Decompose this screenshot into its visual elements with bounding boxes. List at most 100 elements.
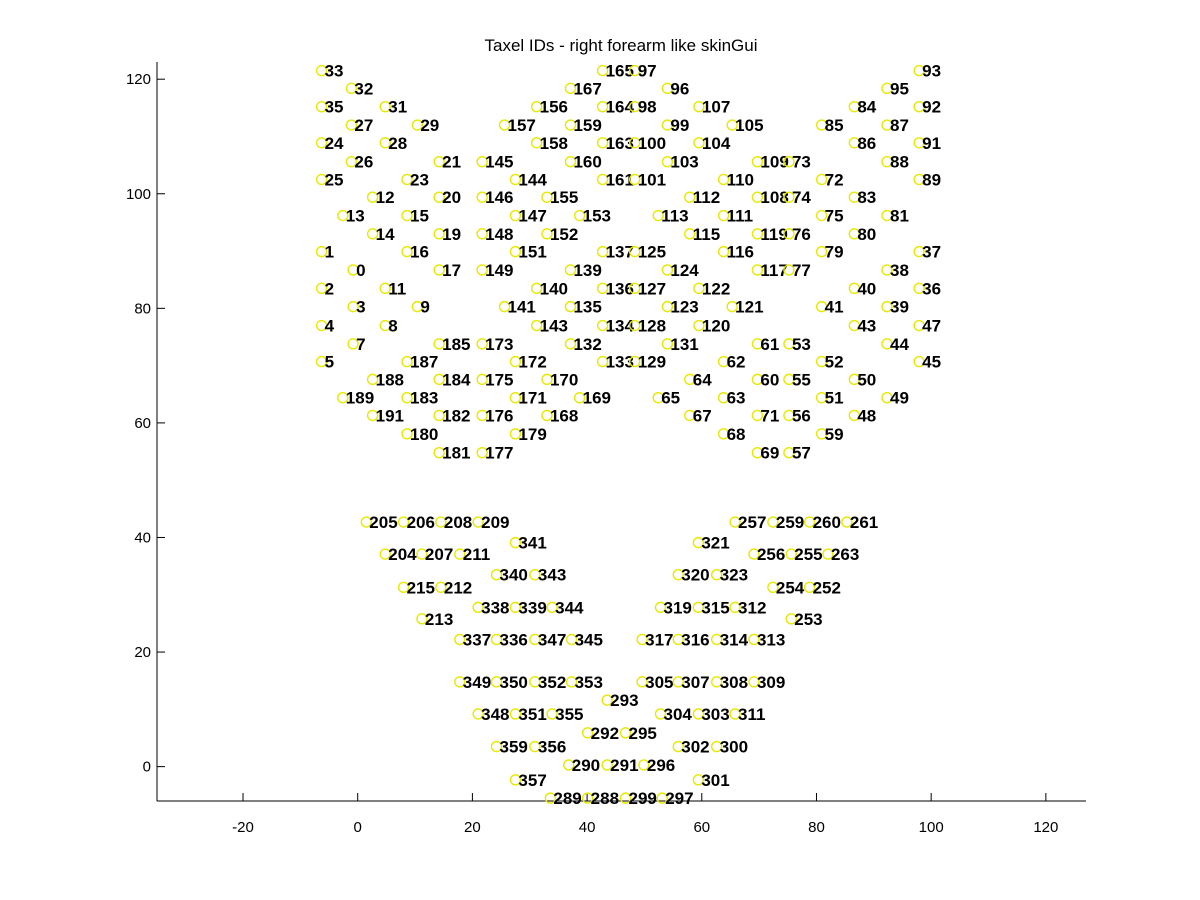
taxel-label: 74 <box>792 188 811 207</box>
taxel-label: 79 <box>825 243 844 262</box>
taxel-label: 62 <box>727 353 746 372</box>
taxel-label: 134 <box>606 317 635 336</box>
taxel-label: 317 <box>645 630 673 649</box>
taxel-label: 68 <box>727 425 746 444</box>
taxel-marker <box>693 282 705 294</box>
taxel-marker <box>345 119 358 131</box>
taxel-label: 92 <box>922 98 941 117</box>
taxel-label: 212 <box>444 578 472 597</box>
taxel-label: 4 <box>325 317 335 336</box>
taxel-label: 187 <box>410 353 438 372</box>
taxel-marker <box>628 64 641 77</box>
taxel-marker <box>628 137 641 149</box>
taxel-label: 312 <box>738 598 766 617</box>
taxel-marker <box>848 282 861 294</box>
taxel-marker <box>509 708 522 720</box>
taxel-label: 158 <box>540 134 568 153</box>
taxel-label: 25 <box>325 170 344 189</box>
taxel-label: 355 <box>555 705 583 724</box>
taxel-label: 61 <box>760 335 779 354</box>
taxel-marker <box>672 740 684 753</box>
taxel-label: 56 <box>792 406 811 425</box>
taxel-label: 76 <box>792 225 811 244</box>
taxel-label: 38 <box>890 261 909 280</box>
taxel-label: 145 <box>485 153 513 172</box>
taxel-label: 0 <box>356 261 365 280</box>
taxel-label: 359 <box>499 738 527 757</box>
taxel-marker <box>717 173 730 186</box>
taxel-marker <box>751 338 764 350</box>
taxel-marker <box>476 191 488 203</box>
taxel-label: 308 <box>720 673 748 692</box>
taxel-marker <box>815 392 828 404</box>
taxel-label: 337 <box>463 630 491 649</box>
taxel-marker <box>498 119 511 131</box>
y-tick-label: 40 <box>134 529 151 546</box>
taxel-marker <box>848 191 861 203</box>
taxel-label: 29 <box>420 116 439 135</box>
taxel-marker <box>509 536 522 549</box>
taxel-marker <box>815 355 828 368</box>
taxel-label: 292 <box>591 724 619 743</box>
taxel-label: 349 <box>463 673 491 692</box>
taxel-marker <box>581 792 594 804</box>
taxel-marker <box>541 191 553 203</box>
taxel-label: 125 <box>638 243 666 262</box>
taxel-label: 83 <box>857 188 876 207</box>
taxel-label: 152 <box>550 225 578 244</box>
taxel-marker <box>401 428 413 440</box>
taxel-label: 171 <box>518 389 546 408</box>
taxel-label: 172 <box>518 353 546 372</box>
taxel-marker <box>366 228 379 240</box>
taxel-marker <box>815 209 828 222</box>
taxel-marker <box>596 282 609 294</box>
taxel-label: 295 <box>629 724 657 743</box>
taxel-label: 307 <box>681 673 709 692</box>
taxel-marker <box>848 409 861 422</box>
taxel-marker <box>546 601 558 614</box>
taxel-marker <box>529 676 541 688</box>
taxel-marker <box>661 82 674 95</box>
taxel-label: 167 <box>573 79 601 98</box>
taxel-marker <box>710 740 723 753</box>
taxel-label: 75 <box>825 207 844 226</box>
taxel-marker <box>315 173 328 186</box>
y-tick-label: 20 <box>134 644 151 661</box>
taxel-label: 164 <box>606 98 635 117</box>
taxel-marker <box>509 601 522 614</box>
taxel-label: 105 <box>735 116 763 135</box>
taxel-label: 87 <box>890 116 909 135</box>
taxel-marker <box>454 676 466 688</box>
taxel-label: 88 <box>890 153 909 172</box>
taxel-label: 184 <box>442 370 471 389</box>
taxel-marker <box>751 228 764 240</box>
taxel-label: 100 <box>638 134 666 153</box>
taxel-label: 101 <box>638 170 666 189</box>
taxel-label: 296 <box>647 756 675 775</box>
taxel-marker <box>596 245 609 258</box>
taxel-label: 91 <box>922 134 941 153</box>
taxel-marker <box>652 209 664 222</box>
taxel-label: 69 <box>760 444 779 463</box>
taxel-marker <box>636 633 648 646</box>
taxel-marker <box>717 209 730 222</box>
taxel-marker <box>729 601 741 614</box>
taxel-label: 59 <box>825 425 844 444</box>
taxel-marker <box>726 119 738 131</box>
taxel-label: 338 <box>481 598 509 617</box>
taxel-marker <box>848 373 861 386</box>
taxel-label: 60 <box>760 370 779 389</box>
taxel-marker <box>693 137 705 149</box>
taxel-marker <box>601 759 613 771</box>
taxel-label: 133 <box>606 353 634 372</box>
taxel-marker <box>379 282 391 294</box>
x-tick-label: -20 <box>232 819 254 836</box>
taxel-label: 209 <box>481 513 509 532</box>
taxel-label: 168 <box>550 406 578 425</box>
taxel-label: 147 <box>518 207 546 226</box>
taxel-label: 311 <box>738 705 765 724</box>
taxel-label: 110 <box>727 170 754 189</box>
taxel-label: 122 <box>702 279 730 298</box>
taxel-marker <box>541 373 553 386</box>
taxel-label: 206 <box>407 513 435 532</box>
